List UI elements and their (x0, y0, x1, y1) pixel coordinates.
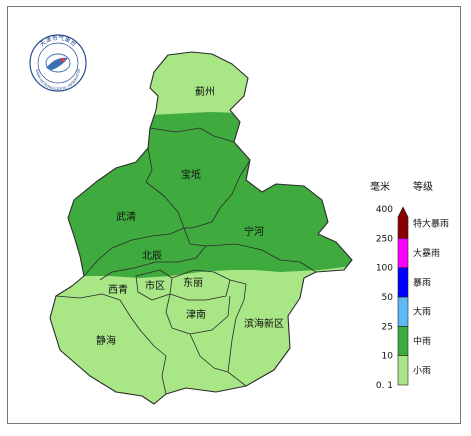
district-boundaries (55, 127, 317, 395)
district-label-jinghai: 静海 (96, 334, 116, 347)
legend-grade-label-4: 暴雨 (413, 277, 431, 288)
district-label-jizhou: 蓟州 (195, 85, 215, 98)
boundary-jinghai-east (153, 345, 167, 395)
boundary-baodi-ninghe (184, 159, 251, 229)
district-label-beichen: 北辰 (142, 250, 162, 262)
boundary-beichen-south (99, 245, 207, 281)
legend-grade-label-5: 大暴雨 (413, 247, 440, 259)
legend-tick-label-1: 0. 1 (376, 381, 393, 391)
boundary-wuqing-beichen (83, 227, 185, 277)
legend-grade-label-2: 中雨 (413, 335, 431, 347)
legend-tick-label-3: 25 (382, 322, 393, 332)
tianjin-outline (49, 51, 353, 405)
legend-color-bar (397, 206, 409, 386)
legend-tick-label-5: 100 (376, 264, 393, 274)
legend-tick-label-2: 10 (382, 352, 394, 362)
logo-globe (45, 53, 71, 73)
legend-tick-label-6: 250 (376, 234, 393, 244)
district-labels: 蓟州 宝坻 武清 宁河 北辰 西青 市区 东丽 津南 静海 滨海新区 (96, 85, 284, 347)
boundary-jizhou-baodi (149, 127, 235, 143)
legend-swatch-3 (397, 296, 409, 327)
district-label-ninghe: 宁河 (244, 225, 264, 238)
legend-grade-label-6: 特大暴雨 (413, 218, 449, 230)
boundary-dongli (169, 269, 231, 301)
legend-swatch-4 (397, 267, 409, 298)
legend-grades: 小雨 中雨 大雨 暴雨 大暴雨 特大暴雨 (413, 218, 449, 377)
logo-inner-ring (37, 42, 79, 84)
legend-swatch-5 (397, 238, 409, 268)
legend-unit-label: 毫米 (370, 180, 390, 193)
district-label-wuqing: 武清 (116, 210, 136, 223)
boundary-binhai-south (189, 333, 247, 387)
logo-center-dot (61, 58, 65, 62)
legend-grade-label-3: 大雨 (413, 306, 431, 318)
boundary-xiqing-jinghai (55, 293, 155, 347)
legend: 毫米 等级 0. 1 10 25 50 100 250 400 小雨 中雨 大雨 暴雨 大暴雨 特大暴… (370, 180, 449, 391)
district-label-dongli: 东丽 (183, 276, 203, 289)
legend-tick-label-7: 400 (376, 205, 393, 215)
boundary-ninghe-south (183, 227, 317, 273)
observatory-logo: 天津市气象台 TIANJIN METEOROLOGICAL OBSERVATOR… (0, 0, 87, 92)
legend-grade-header: 等级 (413, 180, 433, 193)
district-label-jinnan: 津南 (186, 308, 206, 321)
legend-tick-label-4: 50 (382, 293, 394, 303)
legend-swatch-2 (397, 326, 409, 356)
legend-swatch-1 (397, 355, 409, 386)
district-label-xiqing: 西青 (108, 283, 128, 296)
district-label-binhai: 滨海新区 (244, 317, 284, 330)
district-label-shiqu: 市区 (145, 279, 165, 292)
district-label-baodi: 宝坻 (181, 168, 201, 181)
boundary-binhai-west (227, 279, 247, 373)
boundary-baodi-wuqing (145, 147, 185, 229)
legend-grade-label-1: 小雨 (413, 365, 431, 376)
legend-ticks: 0. 1 10 25 50 100 250 400 (376, 205, 393, 391)
legend-swatch-6 (397, 206, 409, 239)
